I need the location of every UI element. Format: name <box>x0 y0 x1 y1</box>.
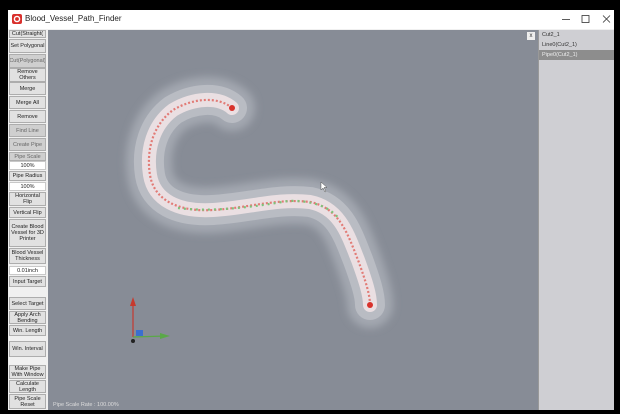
app-icon <box>12 14 22 24</box>
tool-button[interactable]: Pipe Scale <box>9 152 46 161</box>
title-icons <box>12 14 611 24</box>
tool-button[interactable]: Win. Length <box>9 325 46 336</box>
tool-button[interactable]: Cut(Polygonal) <box>9 54 46 68</box>
text-input[interactable]: 100% <box>9 182 46 191</box>
axis-gizmo <box>130 297 170 343</box>
viewport-close[interactable]: x <box>527 32 535 40</box>
list-item-selected[interactable]: Pipe0(Cut2_1) <box>539 50 614 60</box>
tool-button[interactable]: Merge <box>9 82 46 95</box>
tool-button[interactable]: Set Polygonal <box>9 39 46 53</box>
text-input[interactable]: 100% <box>9 161 46 170</box>
tool-button[interactable]: Find Line <box>9 124 46 137</box>
tool-button[interactable]: Create Blood Vessel for 3D Printer <box>9 219 46 247</box>
tool-button[interactable]: Remove <box>9 110 46 123</box>
maximize[interactable] <box>581 15 590 23</box>
tool-button[interactable]: Horizontal Flip <box>9 192 46 206</box>
tool-button[interactable]: Pipe Scale Reset <box>9 394 46 409</box>
app-icon-glyph <box>13 15 21 23</box>
scene <box>125 76 393 343</box>
list-item[interactable]: Cut2_1 <box>542 32 560 38</box>
tool-button[interactable]: Vertical Flip <box>9 207 46 218</box>
object-list: Cut2_1 Line0(Cut2_1) Pipe0(Cut2_1) <box>538 30 614 410</box>
viewport: x Pipe Scale Rate : 100.00% <box>48 30 538 410</box>
endpoint <box>367 302 373 308</box>
tool-button[interactable]: Win. Interval <box>9 341 46 357</box>
tool-button[interactable]: Blood Vessel Thickness <box>9 248 46 264</box>
tool-button[interactable]: Remove Others <box>9 68 46 82</box>
window-title: Blood_Vessel_Path_Finder <box>25 14 122 23</box>
close[interactable] <box>602 15 611 23</box>
title-bar: Blood_Vessel_Path_Finder <box>8 10 614 29</box>
status-text: Pipe Scale Rate : 100.00% <box>53 402 119 408</box>
tool-button[interactable]: Merge All <box>9 96 46 109</box>
vessel-centerline <box>147 98 372 306</box>
tool-button[interactable]: Input Target <box>9 276 46 287</box>
endpoint <box>229 105 235 111</box>
vessel-centerline-green <box>177 199 341 221</box>
list-item[interactable]: Line0(Cut2_1) <box>542 42 577 48</box>
toolbar: Cut(Straight(Set Polygonal Cut(Polygonal)… <box>8 30 48 410</box>
tool-button[interactable]: Cut(Straight( <box>9 30 46 38</box>
app-window: Blood_Vessel_Path_Finder Cut(Straight(Se… <box>8 10 614 410</box>
tool-button[interactable]: Pipe Radius <box>9 171 46 181</box>
tool-button[interactable]: Make Pipe With Window <box>9 365 46 379</box>
tool-button[interactable]: Select Target <box>9 297 46 310</box>
tool-button[interactable]: Create Pipe <box>9 138 46 151</box>
cursor <box>320 181 328 193</box>
text-input[interactable]: 0.01inch <box>9 266 46 275</box>
tool-button[interactable]: Calculate Length <box>9 380 46 393</box>
tool-button[interactable]: Apply Arch Bending <box>9 311 46 324</box>
